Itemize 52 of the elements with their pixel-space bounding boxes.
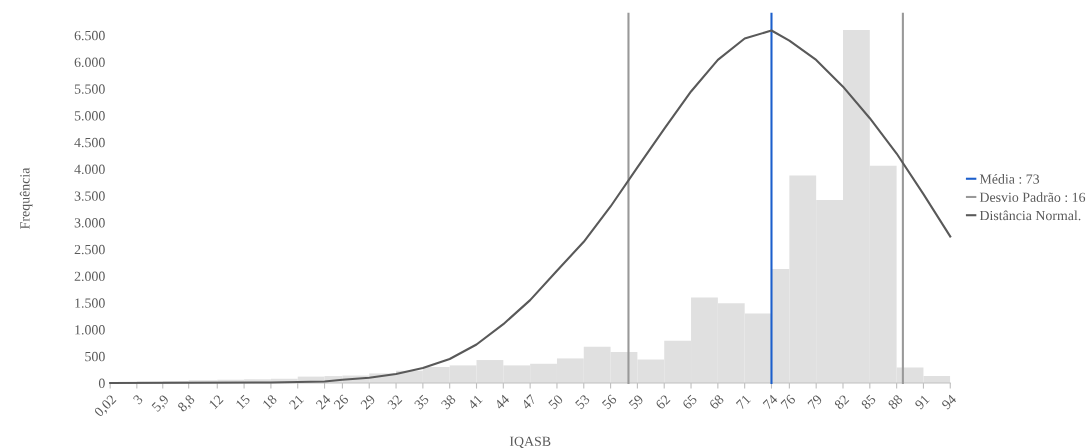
x-tick-label: 56 [601, 394, 618, 410]
y-tick-label: 2.500 [74, 244, 105, 255]
y-tick-label: 1.000 [75, 325, 105, 335]
x-tick-label: 88 [887, 394, 904, 410]
y-tick-label: 5.500 [74, 84, 105, 94]
x-tick-label: 50 [547, 394, 564, 410]
x-tick-label: 74 [762, 393, 779, 410]
x-tick-label: 26 [333, 394, 350, 410]
y-tick-label: 3.500 [74, 191, 105, 201]
x-tick-label: 35 [413, 394, 430, 410]
x-tick-label: 12 [208, 394, 224, 410]
x-tick-label: 79 [807, 394, 823, 410]
y-axis-title: Frequência [19, 167, 33, 229]
x-tick-label: 62 [655, 394, 671, 410]
x-tick-label: 94 [941, 393, 958, 410]
x-tick-label: 3 [132, 394, 144, 405]
x-tick-label: 65 [681, 394, 698, 410]
x-tick-label: 47 [520, 394, 537, 410]
x-tick-label: 21 [288, 394, 304, 410]
x-tick-label: 82 [833, 394, 850, 410]
x-axis-title: IQASB [509, 436, 551, 448]
x-tick-label: 71 [735, 394, 751, 410]
x-tick-label: 29 [360, 394, 376, 410]
x-tick-label: 44 [494, 393, 510, 410]
x-tick-label: 59 [628, 394, 644, 410]
x-tick-label: 24 [315, 393, 332, 410]
x-tick-label: 15 [235, 394, 251, 410]
y-tick-label: 0 [98, 378, 105, 388]
x-tick-label: 68 [708, 394, 725, 410]
x-tick-label: 38 [440, 394, 457, 410]
x-tick-label: 41 [467, 394, 483, 410]
y-tick-label: 2.000 [74, 271, 105, 282]
x-tick-label: 53 [574, 394, 591, 410]
x-tick-label: 76 [780, 394, 796, 410]
legend-label: Média : 73 [979, 173, 1040, 184]
y-tick-label: 6.500 [74, 30, 105, 41]
x-tick-label: 85 [860, 394, 877, 410]
y-tick-label: 5.000 [74, 111, 105, 121]
y-tick-label: 500 [85, 351, 105, 362]
x-tick-label: 32 [387, 394, 403, 410]
x-tick-label: 91 [914, 394, 930, 410]
legend-label: Distância Normal. [979, 210, 1081, 221]
y-tick-label: 3.000 [74, 218, 105, 228]
y-tick-label: 6.000 [74, 57, 105, 68]
x-tick-label: 5,9 [151, 394, 171, 414]
legend-label: Desvio Padrão : 16 [979, 192, 1086, 203]
x-tick-label: 0,02 [93, 394, 118, 419]
y-tick-label: 4.500 [74, 137, 105, 148]
y-tick-label: 4.000 [74, 164, 105, 175]
y-tick-label: 1.500 [75, 298, 105, 308]
x-tick-label: 18 [262, 394, 278, 410]
x-tick-label: 8,8 [177, 394, 197, 414]
